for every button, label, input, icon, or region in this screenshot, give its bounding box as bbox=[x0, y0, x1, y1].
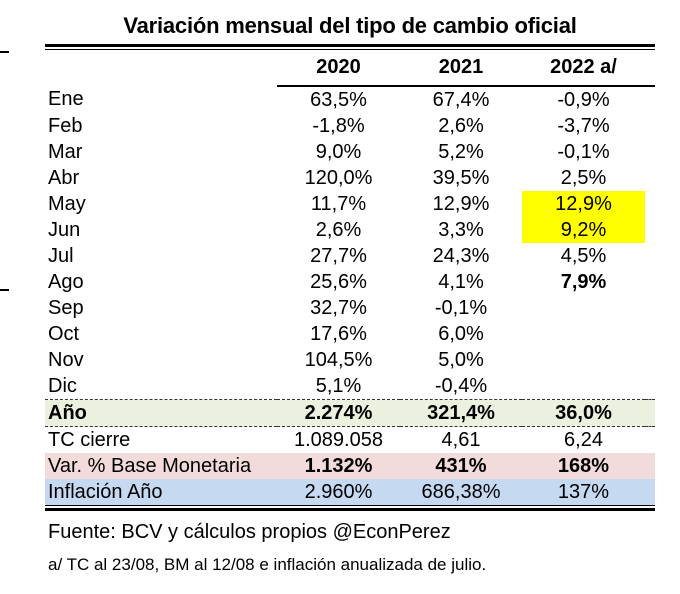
summary-label: Año bbox=[45, 399, 277, 427]
value-2021: 67,4% bbox=[432, 88, 490, 111]
value-2022: -0,9% bbox=[557, 88, 610, 111]
month-label: May bbox=[48, 192, 86, 215]
header-row: 2020 2021 2022 a/ bbox=[45, 50, 655, 87]
month-label: Jun bbox=[48, 218, 81, 241]
month-label: Sep bbox=[48, 296, 84, 319]
stray-tick-mark bbox=[0, 289, 9, 291]
value-2022 bbox=[522, 295, 645, 321]
value-2022-bold: 7,9% bbox=[560, 270, 607, 293]
bottom-double-rule bbox=[45, 505, 655, 511]
table-row-dic: Dic 5,1% -0,4% bbox=[45, 373, 655, 400]
value-2020: 11,7% bbox=[310, 192, 367, 215]
value-2020: 2,6% bbox=[315, 218, 362, 241]
month-label: Ago bbox=[48, 270, 84, 293]
value-2022: 36,0% bbox=[522, 399, 645, 427]
month-label: Mar bbox=[48, 140, 83, 163]
table-row-feb: Feb -1,8% 2,6% -3,7% bbox=[45, 113, 655, 139]
value-2020: 5,1% bbox=[315, 374, 362, 397]
value-2022: -0,1% bbox=[557, 140, 610, 163]
value-2021: 39,5% bbox=[432, 166, 490, 189]
value-2021: 431% bbox=[400, 453, 522, 479]
col-header-2020: 2020 bbox=[277, 50, 400, 87]
col-header-empty bbox=[45, 50, 277, 86]
table-row-sep: Sep 32,7% -0,1% bbox=[45, 295, 655, 321]
value-2021: 12,9% bbox=[432, 192, 490, 215]
value-2020: 120,0% bbox=[304, 166, 373, 189]
value-2020: 17,6% bbox=[310, 322, 367, 345]
table-row-mar: Mar 9,0% 5,2% -0,1% bbox=[45, 139, 655, 165]
value-2021: 2,6% bbox=[438, 114, 484, 137]
value-2020: 9,0% bbox=[315, 140, 362, 163]
value-2022: 4,5% bbox=[560, 244, 607, 267]
month-label: Nov bbox=[48, 348, 84, 371]
value-2021: 4,61 bbox=[441, 428, 481, 451]
value-2020: 1.089.058 bbox=[294, 428, 383, 451]
value-2022: 168% bbox=[522, 453, 645, 479]
value-2022 bbox=[522, 321, 645, 347]
value-2020: 63,5% bbox=[310, 88, 367, 111]
col-header-2021: 2021 bbox=[400, 50, 522, 87]
value-2020: -1,8% bbox=[312, 114, 365, 137]
value-2021: 3,3% bbox=[438, 218, 484, 241]
summary-label: Var. % Base Monetaria bbox=[45, 453, 277, 479]
value-2020: 32,7% bbox=[310, 296, 367, 319]
summary-label: Inflación Año bbox=[45, 479, 277, 505]
month-label: Ene bbox=[48, 88, 84, 110]
stray-tick-mark bbox=[0, 51, 9, 53]
value-2020: 2.274% bbox=[277, 399, 400, 427]
month-label: Abr bbox=[48, 166, 80, 189]
value-2022: 2,5% bbox=[560, 166, 607, 189]
value-2021: 321,4% bbox=[400, 399, 522, 427]
table-row-ago: Ago 25,6% 4,1% 7,9% bbox=[45, 269, 655, 295]
value-2022 bbox=[522, 373, 645, 400]
top-double-rule bbox=[45, 44, 655, 50]
table-row-nov: Nov 104,5% 5,0% bbox=[45, 347, 655, 373]
table-title: Variación mensual del tipo de cambio ofi… bbox=[123, 13, 577, 38]
value-2020: 25,6% bbox=[310, 270, 367, 293]
value-2021: 5,0% bbox=[438, 348, 484, 371]
source-line: Fuente: BCV y cálculos propios @EconPere… bbox=[48, 521, 451, 543]
table-row-abr: Abr 120,0% 39,5% 2,5% bbox=[45, 165, 655, 191]
month-label: Jul bbox=[48, 244, 74, 267]
value-2020: 2.960% bbox=[277, 479, 400, 505]
value-2021: 6,0% bbox=[438, 322, 484, 345]
value-2021: -0,4% bbox=[434, 374, 488, 397]
value-2021: 4,1% bbox=[438, 270, 484, 293]
value-2021: 686,38% bbox=[400, 479, 522, 505]
month-label: Feb bbox=[48, 114, 83, 137]
month-label: Oct bbox=[48, 322, 80, 345]
exchange-rate-table: 2020 2021 2022 a/ Ene 63,5% 67,4% -0,9% … bbox=[45, 50, 655, 505]
exchange-rate-table-figure: Variación mensual del tipo de cambio ofi… bbox=[45, 12, 655, 575]
value-2021: 24,3% bbox=[432, 244, 490, 267]
value-2022-highlighted: 12,9% bbox=[522, 191, 645, 217]
value-2020: 27,7% bbox=[310, 244, 367, 267]
value-2020: 104,5% bbox=[304, 348, 373, 371]
value-2021: -0,1% bbox=[434, 296, 488, 319]
table-row-oct: Oct 17,6% 6,0% bbox=[45, 321, 655, 347]
value-2022: 6,24 bbox=[564, 428, 603, 451]
value-2022-highlighted: 9,2% bbox=[522, 217, 645, 243]
summary-label: TC cierre bbox=[48, 428, 131, 451]
month-label: Dic bbox=[48, 374, 77, 397]
summary-row-tc-cierre: TC cierre 1.089.058 4,61 6,24 bbox=[45, 427, 655, 454]
value-2022 bbox=[522, 347, 645, 373]
value-2022: 137% bbox=[522, 479, 645, 505]
table-row-ene: Ene 63,5% 67,4% -0,9% bbox=[45, 86, 655, 113]
col-header-2022: 2022 a/ bbox=[522, 50, 645, 87]
col-header-spacer bbox=[645, 50, 655, 87]
table-row-may: May 11,7% 12,9% 12,9% bbox=[45, 191, 655, 217]
footnote-line: a/ TC al 23/08, BM al 12/08 e inflación … bbox=[48, 555, 487, 574]
value-2021: 5,2% bbox=[438, 140, 484, 163]
table-row-jun: Jun 2,6% 3,3% 9,2% bbox=[45, 217, 655, 243]
value-2020: 1.132% bbox=[277, 453, 400, 479]
value-2022: -3,7% bbox=[557, 114, 610, 137]
summary-row-anio: Año 2.274% 321,4% 36,0% bbox=[45, 399, 655, 427]
summary-row-inflacion: Inflación Año 2.960% 686,38% 137% bbox=[45, 479, 655, 505]
summary-row-base-monetaria: Var. % Base Monetaria 1.132% 431% 168% bbox=[45, 453, 655, 479]
table-row-jul: Jul 27,7% 24,3% 4,5% bbox=[45, 243, 655, 269]
